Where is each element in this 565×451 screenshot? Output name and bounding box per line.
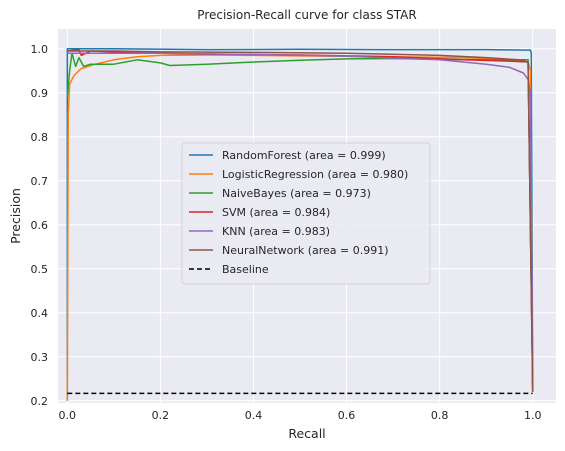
legend-entry-1: LogisticRegression (area = 0.980)	[222, 168, 408, 181]
y-tick-label: 1.0	[31, 43, 49, 56]
legend-entry-4: KNN (area = 0.983)	[222, 225, 330, 238]
x-tick-label: 1.0	[524, 409, 542, 422]
x-tick-label: 0.8	[431, 409, 449, 422]
x-axis-label: Recall	[288, 426, 325, 441]
y-tick-label: 0.5	[31, 263, 49, 276]
y-tick-label: 0.4	[31, 307, 49, 320]
y-tick-label: 0.8	[31, 131, 49, 144]
y-tick-label: 0.6	[31, 219, 49, 232]
legend-entry-3: SVM (area = 0.984)	[222, 206, 330, 219]
x-tick-label: 0.0	[59, 409, 77, 422]
legend-entry-6: Baseline	[222, 263, 269, 276]
x-tick-label: 0.6	[338, 409, 356, 422]
y-tick-label: 0.2	[31, 395, 49, 408]
legend-entry-2: NaiveBayes (area = 0.973)	[222, 187, 371, 200]
x-axis-ticks: 0.0 0.2 0.4 0.6 0.8 1.0	[59, 409, 542, 422]
y-axis-ticks: 0.2 0.3 0.4 0.5 0.6 0.7 0.8 0.9 1.0	[31, 43, 49, 408]
x-tick-label: 0.2	[152, 409, 170, 422]
chart-title: Precision-Recall curve for class STAR	[197, 8, 416, 22]
y-axis-label: Precision	[8, 188, 23, 244]
y-tick-label: 0.3	[31, 351, 49, 364]
legend: RandomForest (area = 0.999) LogisticRegre…	[182, 143, 430, 284]
x-tick-label: 0.4	[245, 409, 263, 422]
y-tick-label: 0.9	[31, 87, 49, 100]
legend-entry-0: RandomForest (area = 0.999)	[222, 149, 386, 162]
y-tick-label: 0.7	[31, 175, 49, 188]
legend-entry-5: NeuralNetwork (area = 0.991)	[222, 244, 389, 257]
